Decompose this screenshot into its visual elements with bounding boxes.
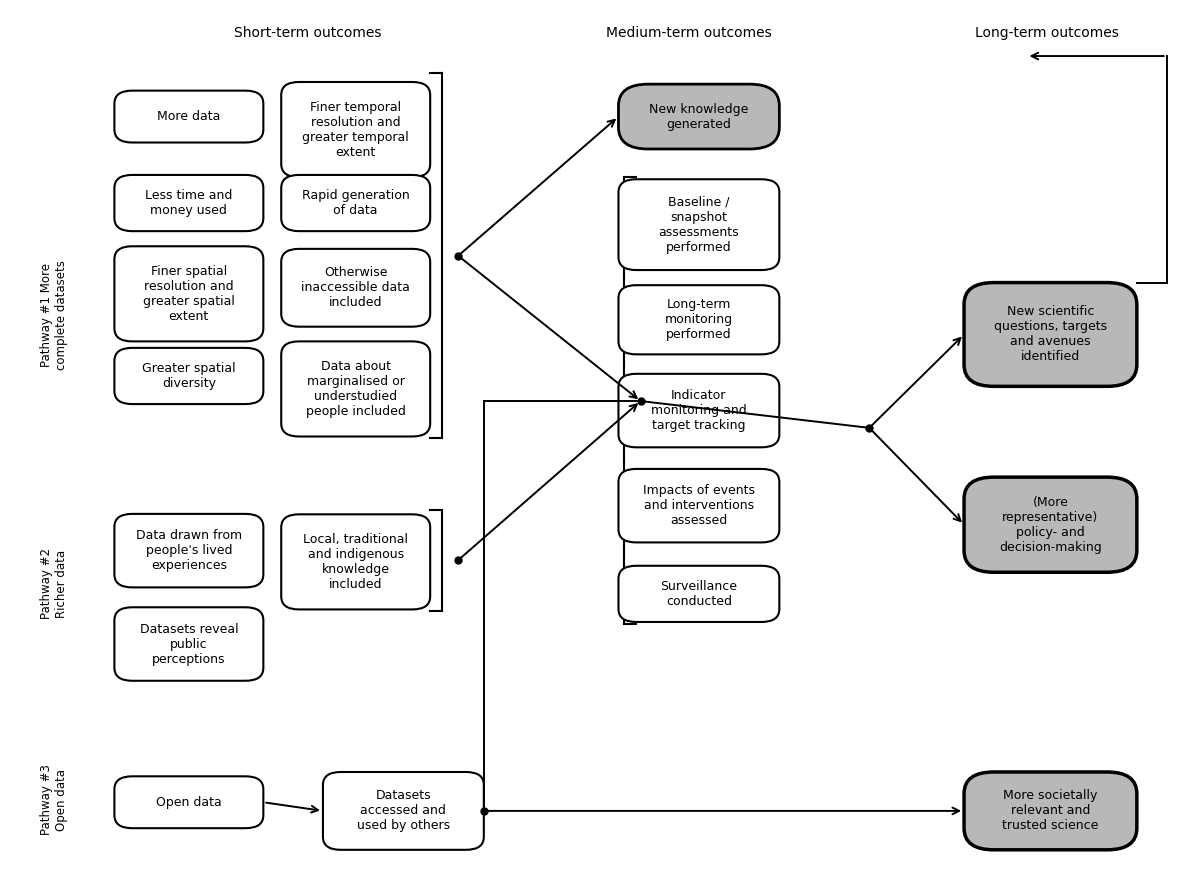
FancyBboxPatch shape (114, 347, 263, 404)
Text: Impacts of events
and interventions
assessed: Impacts of events and interventions asse… (643, 485, 755, 527)
Text: Long-term outcomes: Long-term outcomes (974, 26, 1118, 40)
Text: More data: More data (157, 110, 221, 123)
FancyBboxPatch shape (281, 175, 430, 231)
FancyBboxPatch shape (114, 514, 263, 588)
Text: Surveillance
conducted: Surveillance conducted (660, 580, 738, 608)
FancyBboxPatch shape (114, 91, 263, 142)
Text: Finer spatial
resolution and
greater spatial
extent: Finer spatial resolution and greater spa… (143, 265, 235, 323)
FancyBboxPatch shape (618, 285, 779, 354)
Text: Pathway #3
Open data: Pathway #3 Open data (41, 764, 68, 835)
Text: Open data: Open data (156, 796, 222, 808)
Text: Finer temporal
resolution and
greater temporal
extent: Finer temporal resolution and greater te… (302, 100, 409, 159)
FancyBboxPatch shape (114, 175, 263, 231)
Text: Data about
marginalised or
understudied
people included: Data about marginalised or understudied … (306, 360, 406, 418)
FancyBboxPatch shape (114, 246, 263, 341)
FancyBboxPatch shape (114, 776, 263, 828)
Text: Local, traditional
and indigenous
knowledge
included: Local, traditional and indigenous knowle… (304, 533, 408, 591)
Text: Medium-term outcomes: Medium-term outcomes (606, 26, 773, 40)
FancyBboxPatch shape (964, 283, 1136, 387)
Text: Data drawn from
people's lived
experiences: Data drawn from people's lived experienc… (136, 529, 242, 572)
Text: Short-term outcomes: Short-term outcomes (234, 26, 382, 40)
FancyBboxPatch shape (281, 249, 430, 327)
FancyBboxPatch shape (618, 84, 779, 149)
Text: More societally
relevant and
trusted science: More societally relevant and trusted sci… (1002, 789, 1099, 832)
FancyBboxPatch shape (323, 772, 484, 849)
FancyBboxPatch shape (964, 478, 1136, 573)
FancyBboxPatch shape (618, 469, 779, 542)
Text: Baseline /
snapshot
assessments
performed: Baseline / snapshot assessments performe… (659, 196, 739, 254)
FancyBboxPatch shape (281, 341, 430, 436)
Text: Indicator
monitoring and
target tracking: Indicator monitoring and target tracking (652, 389, 746, 432)
FancyBboxPatch shape (618, 179, 779, 270)
Text: Pathway #1 More
complete datasets: Pathway #1 More complete datasets (41, 260, 68, 370)
Text: (More
representative)
policy- and
decision-making: (More representative) policy- and decisi… (1000, 496, 1102, 553)
FancyBboxPatch shape (114, 608, 263, 681)
Text: Greater spatial
diversity: Greater spatial diversity (142, 362, 235, 390)
Text: Long-term
monitoring
performed: Long-term monitoring performed (665, 299, 733, 341)
FancyBboxPatch shape (964, 772, 1136, 849)
FancyBboxPatch shape (281, 82, 430, 177)
Text: Less time and
money used: Less time and money used (145, 189, 233, 217)
Text: Pathway #2
Richer data: Pathway #2 Richer data (41, 548, 68, 619)
Text: Otherwise
inaccessible data
included: Otherwise inaccessible data included (301, 266, 410, 309)
Text: Rapid generation
of data: Rapid generation of data (302, 189, 409, 217)
Text: New knowledge
generated: New knowledge generated (649, 102, 749, 131)
Text: Datasets reveal
public
perceptions: Datasets reveal public perceptions (139, 622, 238, 665)
FancyBboxPatch shape (618, 566, 779, 622)
Text: New scientific
questions, targets
and avenues
identified: New scientific questions, targets and av… (994, 306, 1108, 363)
FancyBboxPatch shape (618, 374, 779, 447)
Text: Datasets
accessed and
used by others: Datasets accessed and used by others (356, 789, 450, 832)
FancyBboxPatch shape (281, 514, 430, 609)
